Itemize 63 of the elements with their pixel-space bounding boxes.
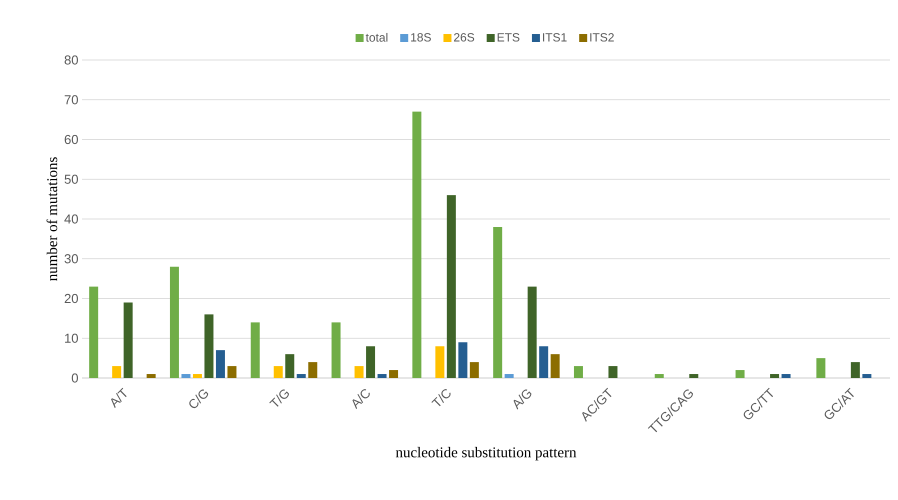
bar	[285, 354, 294, 378]
bar	[389, 370, 398, 378]
bar	[146, 374, 156, 378]
bar	[493, 226, 502, 378]
bar	[192, 374, 202, 378]
bar	[412, 112, 422, 378]
y-tick-label: 30	[64, 254, 78, 264]
bar	[816, 358, 826, 378]
y-tick-label: 40	[64, 214, 78, 224]
bar	[204, 314, 214, 378]
legend-label: 18S	[411, 33, 431, 42]
bar	[736, 370, 745, 378]
y-tick-label: 20	[64, 294, 78, 304]
bar	[332, 322, 341, 378]
bar	[458, 342, 468, 378]
bar	[608, 366, 618, 378]
x-tick-label: T/C	[431, 389, 451, 406]
y-tick-label: 60	[64, 134, 78, 144]
bar	[504, 374, 514, 378]
bar	[470, 362, 479, 378]
legend-label: ITS1	[543, 33, 567, 42]
x-tick-label: C/G	[189, 390, 208, 408]
legend-label: ETS	[498, 33, 520, 42]
y-tick-label: 80	[64, 55, 78, 65]
y-tick-label: 50	[64, 174, 78, 184]
bar	[654, 374, 664, 378]
y-tick-label: 70	[64, 95, 78, 104]
bar	[296, 374, 306, 378]
bar	[89, 286, 98, 378]
x-axis-title: nucleotide substitution pattern	[396, 446, 576, 460]
bar	[770, 374, 780, 378]
legend-label: 26S	[454, 33, 474, 42]
bar	[112, 366, 122, 378]
bar	[528, 286, 537, 378]
bar	[170, 266, 179, 378]
bar	[446, 195, 456, 378]
bar	[354, 366, 364, 378]
bar	[862, 374, 872, 378]
bar	[378, 374, 387, 378]
bar	[689, 374, 698, 378]
x-tick-label: A/T	[111, 388, 127, 408]
bar	[274, 366, 283, 378]
bar	[539, 346, 548, 378]
x-tick-label: T/G	[269, 390, 289, 407]
legend-label: ITS2	[590, 33, 614, 42]
bar	[435, 346, 444, 378]
bar	[782, 374, 791, 378]
bar	[574, 366, 583, 378]
legend-label: total	[366, 32, 388, 42]
bar	[550, 354, 560, 378]
bar	[250, 322, 260, 378]
bar	[181, 374, 190, 378]
bar	[366, 346, 376, 378]
bar	[216, 350, 225, 378]
bar	[850, 362, 860, 378]
x-tick-label: A/G	[514, 390, 532, 410]
y-tick-label: 0	[72, 373, 78, 383]
bar	[124, 302, 133, 378]
y-axis-title: number of mutations	[46, 157, 58, 281]
x-tick-label: A/C	[352, 389, 370, 410]
bar	[227, 366, 236, 378]
bar	[308, 362, 318, 378]
y-tick-label: 10	[65, 334, 78, 343]
